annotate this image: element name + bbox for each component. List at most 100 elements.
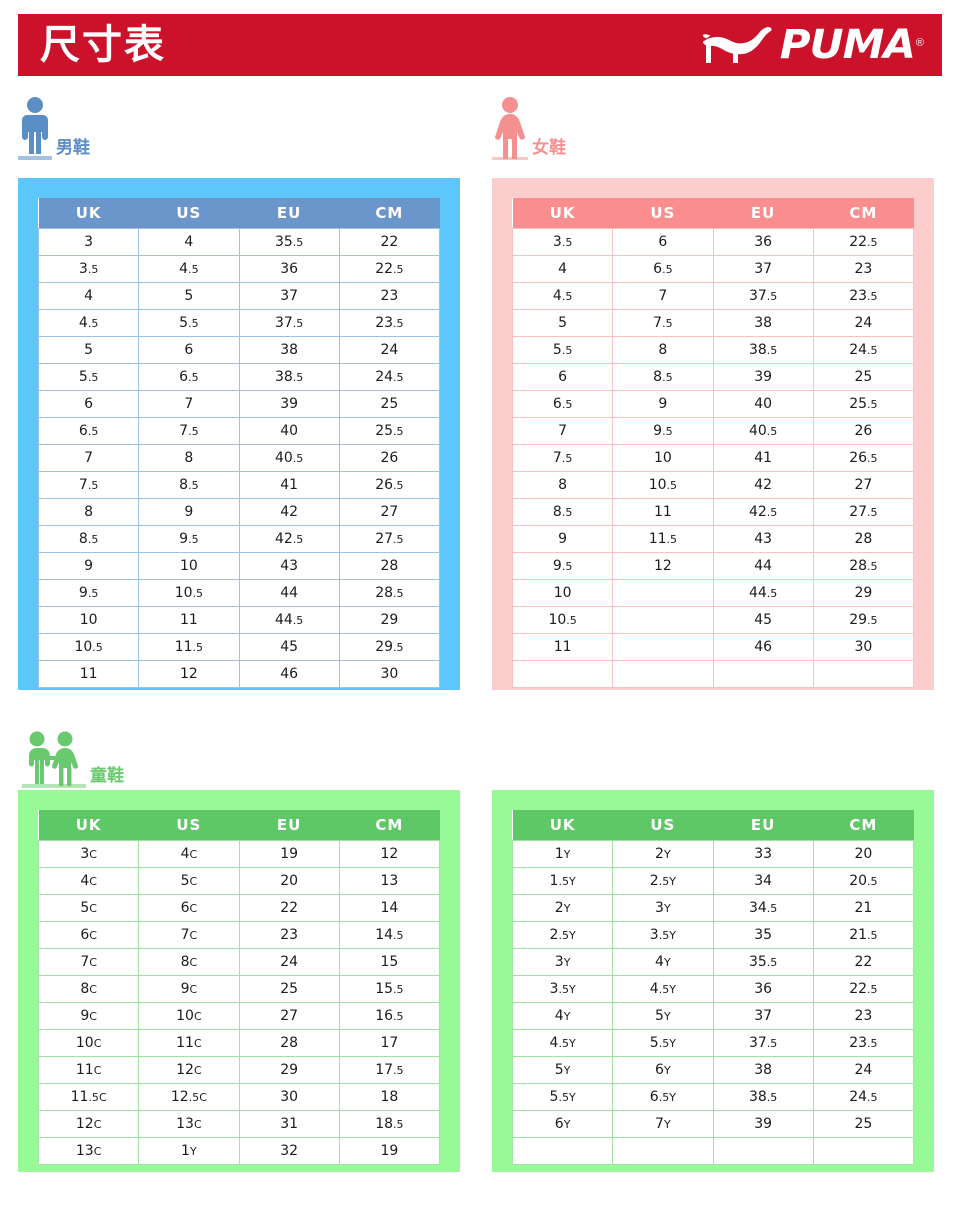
cell-uk: 2.5Y [511, 920, 614, 949]
cell-uk: 6C [37, 920, 140, 949]
cell-eu: 19 [238, 839, 340, 868]
table-frame-kids-youth: UK US EU CM 1Y 2Y 33 20 1.5Y 2.5Y 34 20.5 2Y 3Y 34.5 2… [492, 790, 934, 1172]
cell-cm: 12 [338, 839, 441, 868]
cell-cm: 25 [812, 1109, 915, 1138]
cell-cm: 24.5 [812, 335, 915, 364]
cell-uk: 5Y [511, 1055, 614, 1084]
cell-uk: 7.5 [37, 470, 140, 499]
cell-eu: 44 [712, 551, 814, 580]
cell-eu: 46 [712, 632, 814, 661]
cell-cm: 30 [338, 659, 441, 688]
table-row: 8 10.5 42 27 [511, 470, 915, 499]
cell-us: 2Y [612, 839, 714, 868]
cell-eu [712, 659, 814, 688]
cell-cm: 24 [812, 308, 915, 337]
cell-cm: 20 [812, 839, 915, 868]
table-row: 7.5 8.5 41 26.5 [37, 470, 441, 499]
cell-cm: 27.5 [812, 497, 915, 526]
cell-uk: 10.5 [511, 605, 614, 634]
cell-us: 8.5 [612, 362, 714, 391]
cell-uk [511, 1136, 614, 1165]
table-row: 5Y 6Y 38 24 [511, 1055, 915, 1084]
cell-eu: 20 [238, 866, 340, 895]
cell-us: 10.5 [612, 470, 714, 499]
table-row: 8.5 9.5 42.5 27.5 [37, 524, 441, 553]
cell-cm: 28 [338, 551, 441, 580]
cell-cm: 17 [338, 1028, 441, 1057]
cell-cm: 29 [812, 578, 915, 607]
cell-cm: 13 [338, 866, 441, 895]
cell-uk: 5 [511, 308, 614, 337]
cell-us: 12 [612, 551, 714, 580]
table-row: 6C 7C 23 14.5 [37, 920, 441, 949]
table-row: 7.5 10 41 26.5 [511, 443, 915, 472]
column-header-eu: EU [713, 810, 814, 840]
column-header-uk: UK [512, 198, 613, 228]
cell-us: 9.5 [612, 416, 714, 445]
table-row: 11.5C 12.5C 30 18 [37, 1082, 441, 1111]
cell-eu: 44.5 [712, 578, 814, 607]
table-row: 9C 10C 27 16.5 [37, 1001, 441, 1030]
section-header-men: 男鞋 [18, 94, 90, 160]
cell-uk: 10.5 [37, 632, 140, 661]
cell-us: 11C [138, 1028, 240, 1057]
cell-us [612, 659, 714, 688]
cell-us: 5C [138, 866, 240, 895]
cell-us: 7.5 [138, 416, 240, 445]
table-row: 3C 4C 19 12 [37, 839, 441, 868]
cell-us: 8C [138, 947, 240, 976]
cell-us: 11.5 [138, 632, 240, 661]
cell-eu: 28 [238, 1028, 340, 1057]
cell-cm: 15 [338, 947, 441, 976]
table-frame-men: UK US EU CM 3 4 35.5 22 3.5 4.5 36 22.5 4 5 37 23 4.5 5.… [18, 178, 460, 690]
cell-cm [812, 1136, 915, 1165]
cell-eu: 36 [238, 254, 340, 283]
cell-us: 12.5C [138, 1082, 240, 1111]
table-row: 10C 11C 28 17 [37, 1028, 441, 1057]
cell-eu: 37.5 [712, 1028, 814, 1057]
cell-uk: 3.5 [37, 254, 140, 283]
table-row: 2.5Y 3.5Y 35 21.5 [511, 920, 915, 949]
cell-uk: 8.5 [37, 524, 140, 553]
cell-eu: 38.5 [712, 335, 814, 364]
page-header-banner: 尺寸表 PUMA ® [18, 14, 942, 76]
cell-eu: 31 [238, 1109, 340, 1138]
cell-eu: 37 [238, 281, 340, 310]
table-row: 3Y 4Y 35.5 22 [511, 947, 915, 976]
cell-cm: 20.5 [812, 866, 915, 895]
cell-uk: 5.5 [37, 362, 140, 391]
cell-eu: 42 [712, 470, 814, 499]
cell-uk: 4C [37, 866, 140, 895]
cell-eu: 40 [712, 389, 814, 418]
cell-cm: 24.5 [812, 1082, 915, 1111]
cell-uk: 12C [37, 1109, 140, 1138]
table-row: 5C 6C 22 14 [37, 893, 441, 922]
size-table-kids-youth: UK US EU CM 1Y 2Y 33 20 1.5Y 2.5Y 34 20.5 2Y 3Y 34.5 2… [511, 810, 915, 1165]
cell-uk: 11 [37, 659, 140, 688]
cell-eu: 35.5 [712, 947, 814, 976]
cell-us: 7 [138, 389, 240, 418]
cell-cm: 18 [338, 1082, 441, 1111]
cell-us [612, 605, 714, 634]
section-label-women: 女鞋 [532, 138, 566, 158]
cell-uk: 4.5 [511, 281, 614, 310]
cell-us: 4 [138, 227, 240, 256]
cell-eu: 23 [238, 920, 340, 949]
cell-us: 6Y [612, 1055, 714, 1084]
cell-eu: 38 [712, 308, 814, 337]
cell-us: 11 [612, 497, 714, 526]
cell-cm: 25 [338, 389, 441, 418]
cell-eu: 24 [238, 947, 340, 976]
cell-us: 10.5 [138, 578, 240, 607]
cell-uk: 6 [37, 389, 140, 418]
cell-uk: 11.5C [37, 1082, 140, 1111]
table-row: 9.5 12 44 28.5 [511, 551, 915, 580]
cell-uk: 10C [37, 1028, 140, 1057]
cell-eu: 39 [712, 1109, 814, 1138]
cell-us: 12 [138, 659, 240, 688]
cell-eu: 27 [238, 1001, 340, 1030]
cell-us [612, 1136, 714, 1165]
cell-uk: 9 [511, 524, 614, 553]
cell-uk: 4 [511, 254, 614, 283]
cell-uk: 7C [37, 947, 140, 976]
